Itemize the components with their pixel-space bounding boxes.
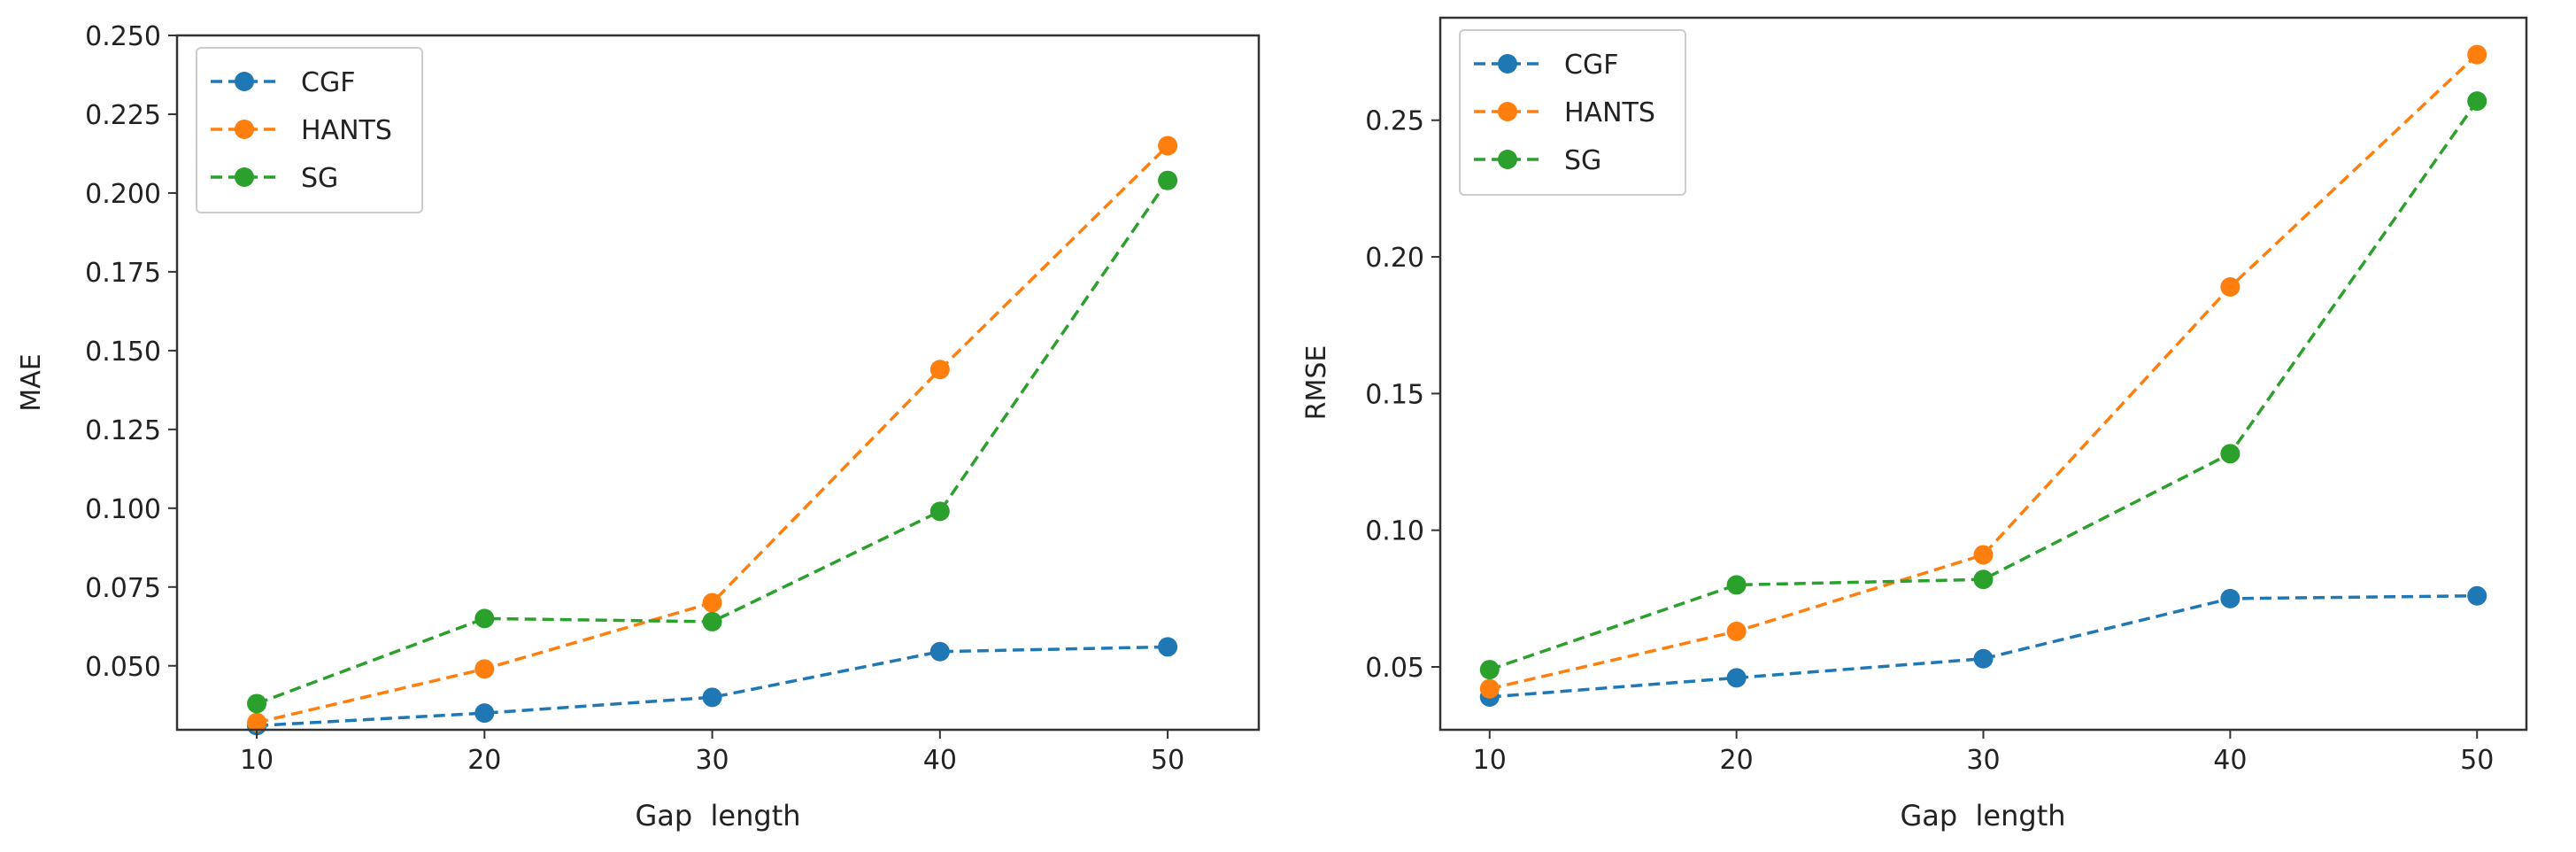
mae-legend-cgf-marker: [235, 72, 254, 91]
rmse-x-tick-label: 10: [1473, 745, 1507, 776]
rmse-hants-point: [2467, 44, 2487, 65]
mae-x-tick-label: 30: [695, 745, 729, 776]
mae-legend: CGF HANTS SG: [196, 47, 423, 213]
mae-hants-point: [247, 712, 267, 732]
mae-sg-point: [247, 693, 267, 714]
rmse-cgf-point: [1726, 668, 1747, 688]
rmse-hants-point: [1479, 678, 1500, 699]
mae-hants-point: [1158, 136, 1178, 156]
mae-y-tick-label: 0.100: [85, 494, 161, 525]
mae-y-tick-label: 0.150: [85, 337, 161, 368]
rmse-y-tick-label: 0.20: [1365, 243, 1424, 274]
mae-x-axis-label: Gap length: [635, 799, 800, 833]
mae-legend-hants-marker: [235, 120, 254, 139]
rmse-sg-point: [2467, 91, 2487, 112]
rmse-series-lines: [1479, 44, 2487, 707]
rmse-legend: CGF HANTS SG: [1459, 29, 1686, 196]
mae-legend-hants-label: HANTS: [301, 115, 392, 146]
mae-sg-point: [1158, 170, 1178, 190]
rmse-hants-point: [2220, 277, 2241, 298]
rmse-hants-line: [1489, 53, 2479, 691]
mae-sg-point: [474, 608, 495, 629]
mae-legend-sg-label: SG: [301, 163, 338, 194]
rmse-legend-hants-label: HANTS: [1564, 97, 1655, 128]
mae-cgf-point: [929, 641, 950, 662]
mae-legend-cgf-label: CGF: [301, 67, 355, 98]
mae-sg-point: [929, 501, 950, 522]
rmse-y-tick-label: 0.15: [1365, 379, 1424, 410]
mae-hants-point: [929, 360, 950, 380]
rmse-chart: 10 20 30 40 50 0.05 0.10 0.15 0.20 0.25 RMSE Gap …: [1301, 16, 2528, 833]
mae-y-tick-label: 0.175: [85, 258, 161, 289]
mae-y-tick-label: 0.125: [85, 415, 161, 446]
mae-y-tick-label: 0.050: [85, 652, 161, 683]
rmse-cgf-point: [2220, 588, 2241, 608]
rmse-x-tick-label: 30: [1966, 745, 2000, 776]
rmse-legend-sg-label: SG: [1564, 145, 1601, 176]
rmse-x-tick-label: 50: [2460, 745, 2494, 776]
mae-plot-frame: [175, 34, 1261, 732]
rmse-x-tick-label: 40: [2213, 745, 2247, 776]
mae-sg-point: [702, 611, 722, 631]
rmse-axis-ticks: 10 20 30 40 50 0.05 0.10 0.15 0.20 0.25: [1365, 106, 2494, 776]
mae-y-tick-label: 0.075: [85, 573, 161, 604]
mae-cgf-point: [474, 703, 495, 724]
mae-x-tick-label: 10: [240, 745, 274, 776]
mae-y-tick-label: 0.225: [85, 100, 161, 131]
rmse-hants-point: [1973, 545, 1994, 565]
rmse-sg-point: [2220, 444, 2241, 464]
mae-legend-sg-marker: [235, 167, 254, 187]
rmse-sg-point: [1479, 660, 1500, 680]
rmse-legend-cgf-label: CGF: [1564, 50, 1618, 81]
rmse-sg-point: [1726, 575, 1747, 595]
mae-cgf-point: [1158, 637, 1178, 657]
rmse-cgf-line: [1489, 594, 2478, 699]
mae-hants-point: [474, 659, 495, 679]
rmse-y-tick-label: 0.10: [1365, 516, 1424, 547]
rmse-plot-frame: [1438, 16, 2528, 732]
rmse-legend-cgf-marker: [1498, 54, 1517, 74]
rmse-x-axis-label: Gap length: [1900, 799, 2065, 833]
rmse-cgf-point: [2467, 585, 2487, 606]
mae-cgf-line: [256, 645, 1168, 728]
mae-y-axis-label: MAE: [16, 353, 47, 411]
rmse-legend-box: [1459, 29, 1686, 196]
rmse-hants-point: [1726, 621, 1747, 641]
rmse-cgf-point: [1973, 648, 1994, 669]
rmse-y-axis-label: RMSE: [1301, 345, 1332, 421]
rmse-y-tick-label: 0.05: [1365, 653, 1424, 684]
mae-hants-point: [702, 593, 722, 613]
rmse-sg-point: [1973, 569, 1994, 590]
mae-y-tick-label: 0.200: [85, 179, 161, 210]
mae-x-tick-label: 40: [923, 745, 957, 776]
mae-chart: 10 20 30 40 50 0.050 0.075 0.100 0.125 0.150 0.175…: [16, 21, 1261, 833]
rmse-legend-hants-marker: [1498, 102, 1517, 121]
mae-x-tick-label: 50: [1151, 745, 1184, 776]
rmse-y-tick-label: 0.25: [1365, 106, 1424, 137]
mae-cgf-point: [702, 687, 722, 708]
mae-axis-ticks: 10 20 30 40 50 0.050 0.075 0.100 0.125 0.150 0.175…: [85, 21, 1184, 776]
rmse-sg-line: [1489, 100, 2479, 671]
mae-legend-box: [196, 47, 423, 213]
mae-y-tick-label: 0.250: [85, 21, 161, 52]
mae-x-tick-label: 20: [467, 745, 501, 776]
rmse-x-tick-label: 20: [1720, 745, 1754, 776]
rmse-legend-sg-marker: [1498, 150, 1517, 169]
